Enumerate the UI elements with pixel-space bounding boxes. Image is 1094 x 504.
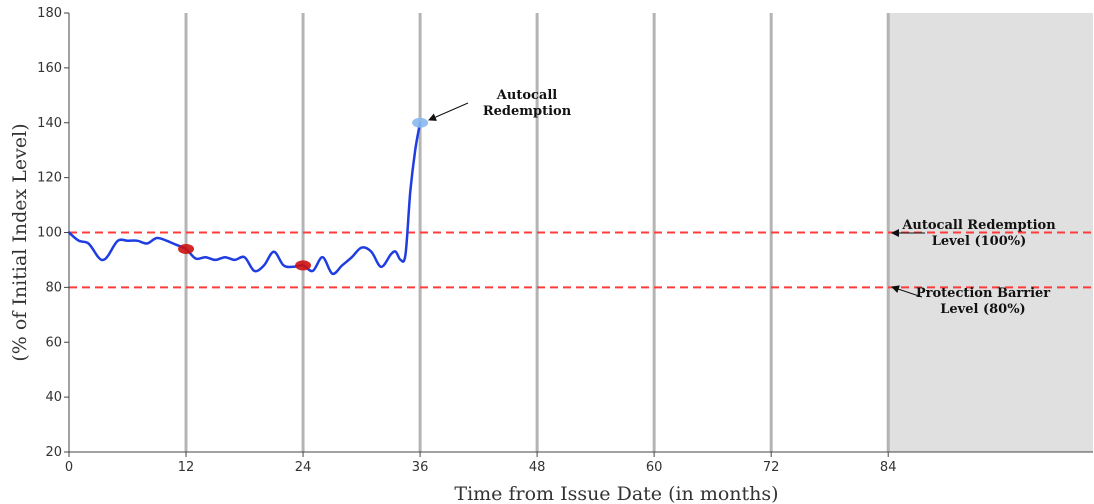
annotation-arrow-2	[891, 285, 923, 298]
data-marker-1	[295, 260, 312, 271]
y-tick-label: 20	[45, 445, 62, 460]
x-tick-label: 0	[65, 460, 73, 475]
x-tick-label: 48	[529, 460, 546, 475]
y-tick-label: 180	[37, 6, 62, 21]
annotation-label-0: Autocall Redemption	[483, 88, 572, 119]
data-marker-0	[178, 243, 195, 254]
annotation-label-1: Autocall Redemption Level (100%)	[901, 218, 1056, 249]
markers-layer	[178, 117, 429, 271]
series-line-0	[67, 121, 422, 276]
annotation-label-2: Protection Barrier Level (80%)	[916, 286, 1050, 317]
x-tick-label: 12	[178, 460, 195, 475]
y-axis-title: (% of Initial Index Level)	[9, 123, 31, 361]
annotation-line: Protection Barrier	[916, 286, 1050, 301]
annotation-line: Redemption	[483, 104, 572, 119]
x-tick-label: 36	[412, 460, 429, 475]
x-tick-label: 72	[763, 460, 780, 475]
x-tick-label: 24	[295, 460, 312, 475]
annotation-line: Level (80%)	[940, 302, 1025, 317]
annotation-line: Autocall	[496, 88, 557, 103]
y-tick-label: 60	[45, 335, 62, 350]
y-tick-label: 80	[45, 280, 62, 295]
annotation-arrow-0	[428, 102, 469, 121]
y-tick-label: 160	[37, 61, 62, 76]
annotation-line: Autocall Redemption	[901, 218, 1056, 233]
series-layer	[67, 121, 422, 276]
x-tick-label: 84	[880, 460, 897, 475]
annotation-line: Level (100%)	[932, 234, 1027, 249]
reference-lines	[69, 231, 1093, 289]
y-tick-label: 140	[37, 116, 62, 131]
y-tick-label: 100	[37, 226, 62, 241]
x-axis-title: Time from Issue Date (in months)	[454, 483, 778, 504]
y-tick-label: 40	[45, 390, 62, 405]
tick-labels: 20 40 60 80 100 120 140 160 180 0 12 24 36 48 60 72 84	[37, 6, 896, 475]
y-tick-label: 120	[37, 171, 62, 186]
data-marker-2	[412, 117, 429, 128]
x-tick-label: 60	[646, 460, 663, 475]
